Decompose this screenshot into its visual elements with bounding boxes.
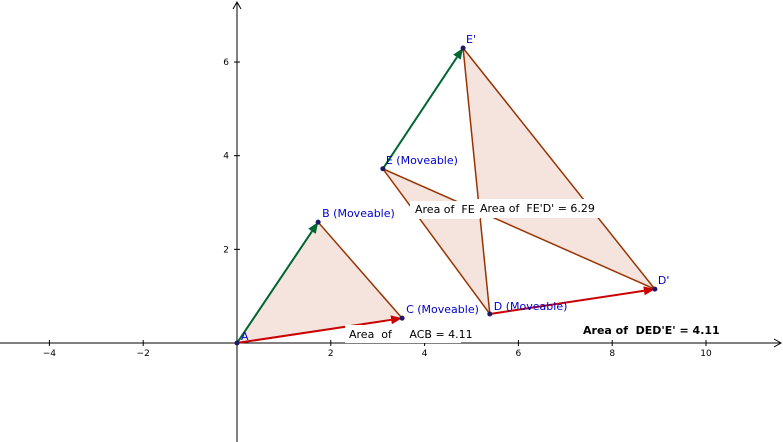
point (652, 286, 658, 292)
vector-ac (236, 318, 392, 344)
vector-ab (236, 230, 313, 344)
y-tick-label: 6 (223, 58, 229, 68)
x-tick-label: 2 (328, 349, 334, 359)
area-box (476, 199, 599, 218)
vector-ee (382, 56, 458, 170)
vector-ac-head (390, 315, 403, 325)
area-box (578, 322, 720, 340)
x-tick-label: −2 (137, 349, 150, 359)
point-label: C (Moveable) (406, 303, 479, 316)
x-tick-label: −4 (43, 349, 57, 359)
point-label: A (241, 330, 249, 343)
y-tick-label: 2 (223, 245, 229, 255)
area-label: Area of FE (415, 203, 475, 216)
labels: A B (Moveable) C (Moveable) E (Moveable) E' D… (241, 33, 720, 343)
area-label: Area of DED'E' = 4.11 (583, 324, 720, 337)
area-box (345, 325, 461, 343)
point-label: D' (658, 274, 670, 287)
point-label: E (Moveable) (386, 154, 458, 167)
vector-dd-head (643, 286, 655, 296)
area-label: Area of FE'D' = 6.29 (480, 202, 595, 215)
triangle-acb (235, 220, 404, 344)
point (399, 315, 405, 321)
point (234, 340, 240, 346)
x-tick-label: 10 (700, 349, 712, 359)
y-tick-label: 4 (223, 152, 229, 162)
points (234, 45, 658, 346)
vector-dd (489, 289, 645, 315)
vectors (236, 47, 655, 344)
point-label: E' (466, 33, 476, 46)
point (315, 219, 321, 225)
area-box (410, 201, 480, 219)
x-axis-arrow (773, 338, 783, 348)
quadrilateral-ded-e (380, 45, 656, 317)
area-label: Area of ACB = 4.11 (349, 328, 473, 341)
point-label: D (Moveable) (494, 300, 568, 313)
vector-ab-head (308, 222, 319, 234)
point-label: B (Moveable) (322, 207, 395, 220)
x-tick-label: 6 (516, 349, 522, 359)
x-tick-label: 4 (422, 349, 428, 359)
point (487, 311, 493, 317)
point (460, 45, 466, 51)
y-axis-arrow (232, 0, 242, 10)
vector-ee-head (453, 47, 464, 60)
x-tick-label: 8 (609, 349, 615, 359)
point (380, 166, 386, 172)
